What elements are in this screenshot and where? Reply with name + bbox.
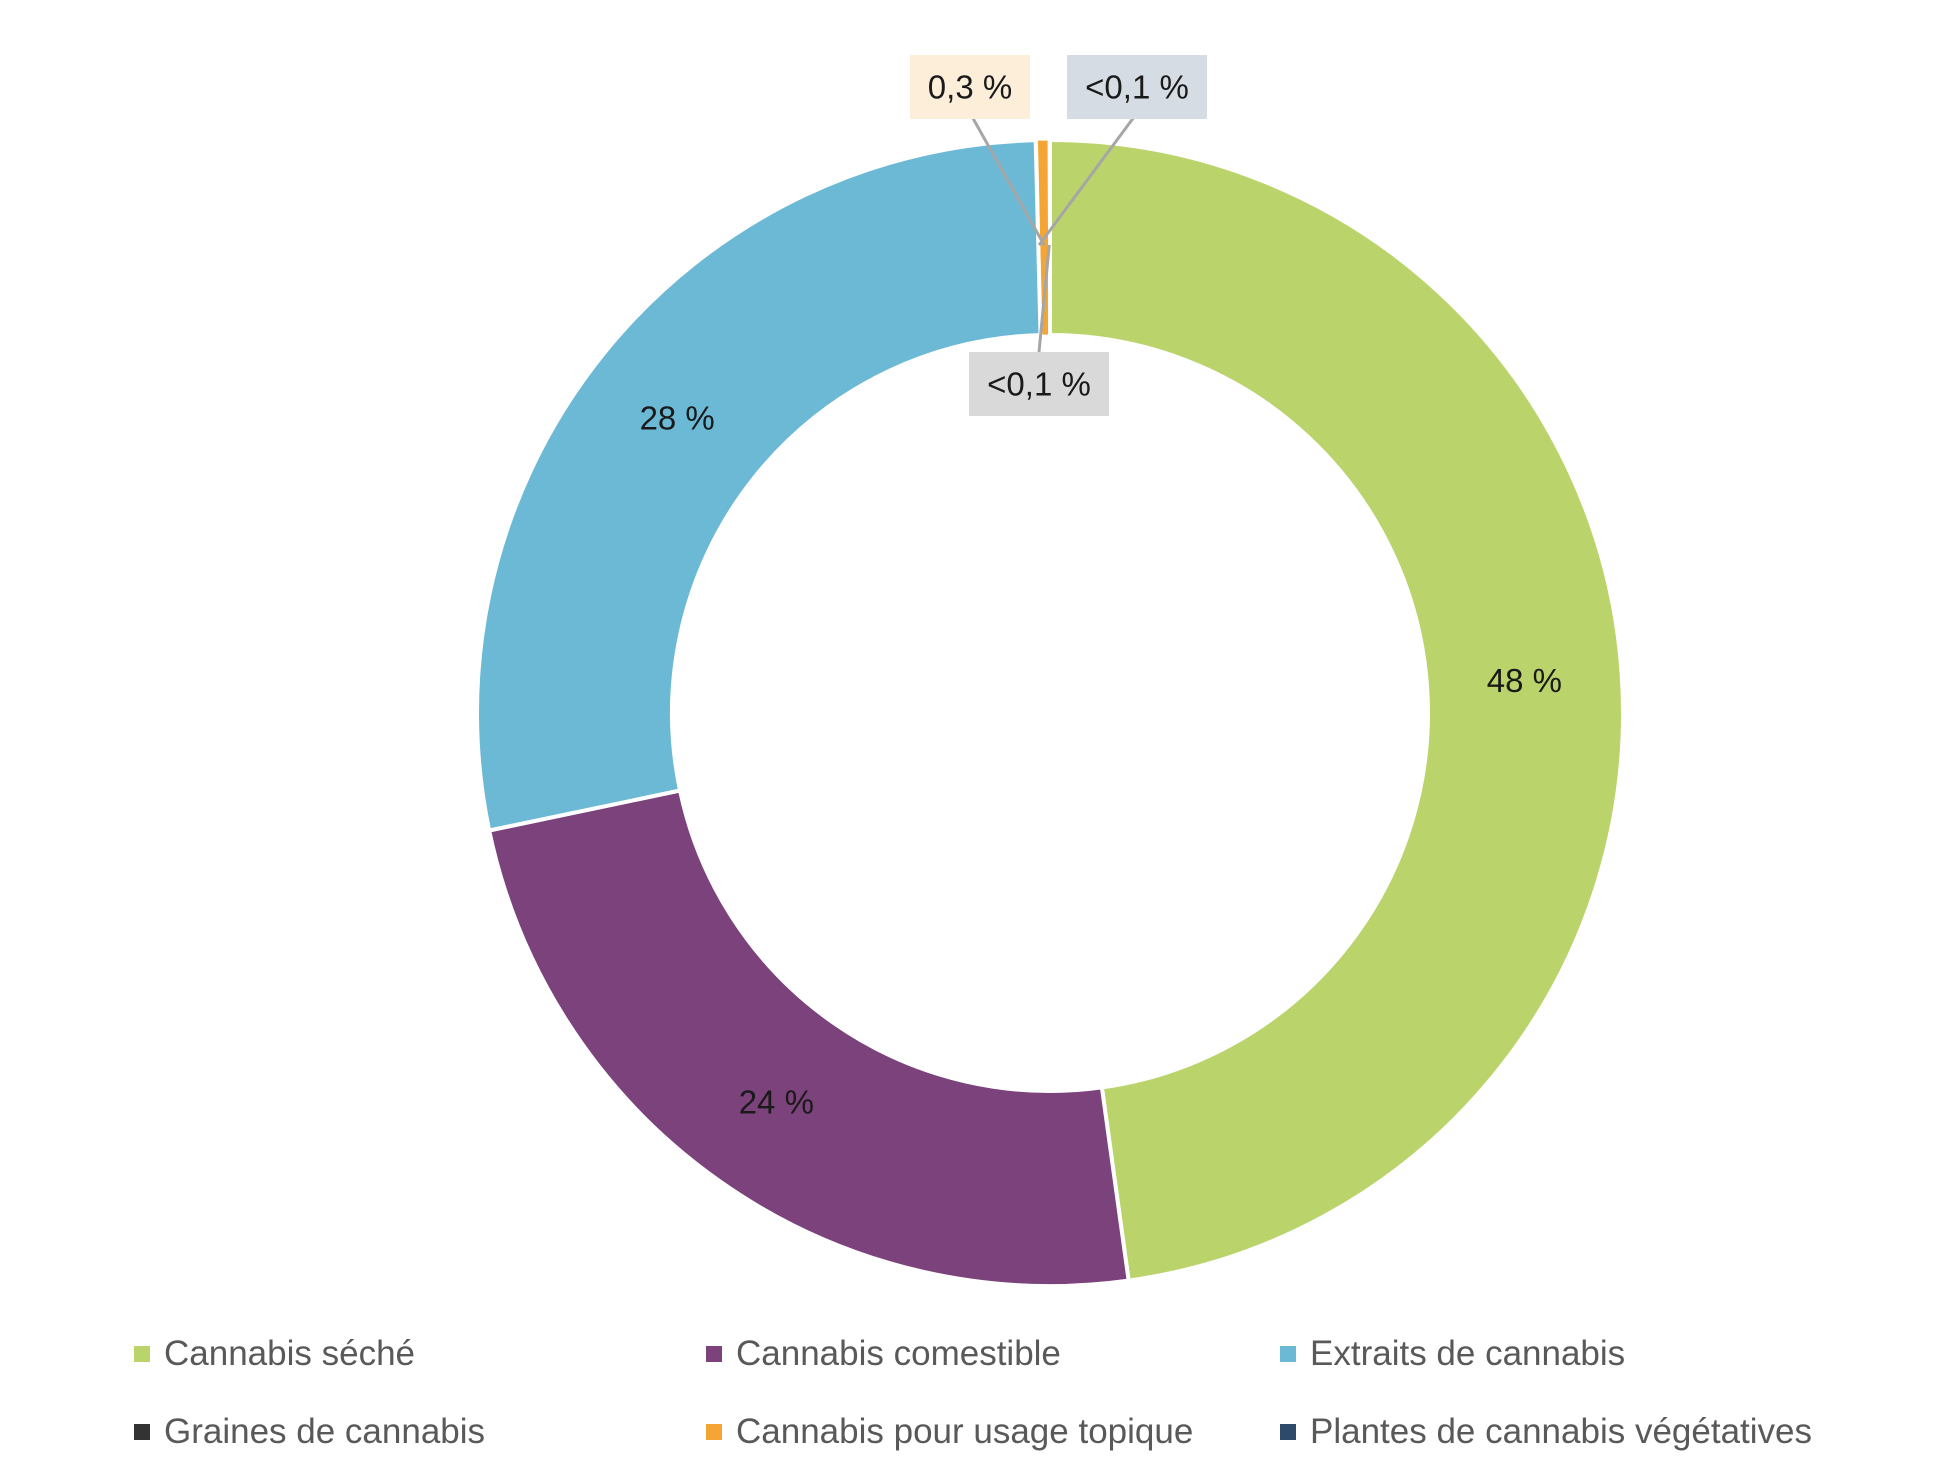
legend-swatch bbox=[134, 1424, 150, 1440]
legend-swatch bbox=[706, 1424, 722, 1440]
legend-label: Plantes de cannabis végétatives bbox=[1310, 1412, 1812, 1451]
data-label: 28 % bbox=[640, 399, 715, 436]
callout-label-box bbox=[1067, 55, 1207, 119]
donut-slice bbox=[475, 138, 1043, 833]
legend-swatch bbox=[706, 1346, 722, 1362]
legend-item-extraits-de-cannabis: Extraits de cannabis bbox=[1280, 1332, 1625, 1376]
callout-data-label: 0,3 % bbox=[928, 69, 1012, 106]
legend-swatch bbox=[134, 1346, 150, 1362]
legend-item-cannabis-usage-topique: Cannabis pour usage topique bbox=[706, 1410, 1193, 1454]
legend-label: Cannabis pour usage topique bbox=[736, 1412, 1194, 1451]
data-label: 48 % bbox=[1487, 662, 1562, 699]
data-label: 24 % bbox=[739, 1083, 814, 1120]
donut-slice bbox=[486, 788, 1131, 1289]
legend-item-graines-de-cannabis: Graines de cannabis bbox=[134, 1410, 485, 1454]
callout-leader-line bbox=[1037, 112, 1139, 247]
donut-slice bbox=[1048, 137, 1625, 1283]
legend-item-cannabis-seche: Cannabis séché bbox=[134, 1332, 415, 1376]
legend-label: Graines de cannabis bbox=[164, 1412, 486, 1451]
legend-label: Extraits de cannabis bbox=[1310, 1334, 1626, 1373]
legend: Cannabis séché Cannabis comestible Extra… bbox=[0, 1318, 1946, 1468]
legend-label: Cannabis séché bbox=[164, 1334, 415, 1373]
legend-swatch bbox=[1280, 1424, 1296, 1440]
legend-label: Cannabis comestible bbox=[736, 1334, 1061, 1373]
callout-leader-line bbox=[968, 112, 1046, 246]
legend-item-cannabis-comestible: Cannabis comestible bbox=[706, 1332, 1061, 1376]
legend-swatch bbox=[1280, 1346, 1296, 1362]
callout-label-box bbox=[969, 352, 1109, 416]
callout-data-label: <0,1 % bbox=[1085, 69, 1189, 106]
callout-leader-line bbox=[1037, 244, 1051, 353]
legend-item-plantes-vegetatives: Plantes de cannabis végétatives bbox=[1280, 1410, 1812, 1454]
callout-data-label: <0,1 % bbox=[987, 366, 1091, 403]
callout-label-box bbox=[910, 55, 1030, 119]
